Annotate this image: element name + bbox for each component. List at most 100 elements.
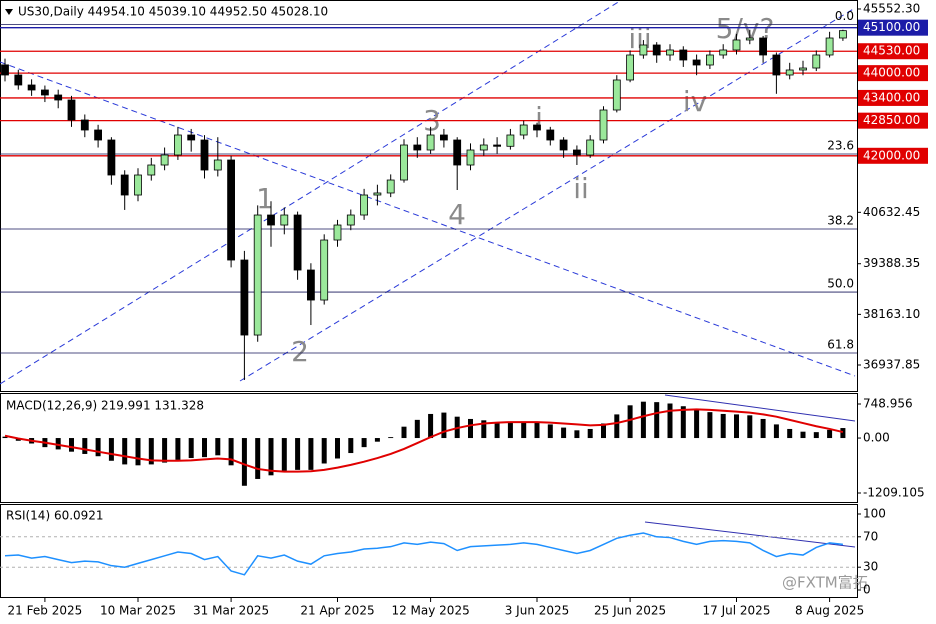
candle-body bbox=[187, 134, 196, 141]
macd-bar bbox=[800, 431, 806, 439]
candle-body bbox=[626, 54, 634, 81]
trendline bbox=[0, 0, 621, 385]
level-label: 44000.00 bbox=[863, 66, 920, 80]
x-tick-label: 25 Jun 2025 bbox=[594, 604, 666, 618]
macd-bar bbox=[720, 413, 726, 439]
wave-label: 4 bbox=[448, 198, 466, 231]
macd-bar bbox=[773, 424, 779, 439]
macd-bar bbox=[241, 438, 247, 486]
macd-bar bbox=[188, 438, 194, 459]
level-box bbox=[858, 65, 928, 82]
macd-bar bbox=[734, 414, 739, 439]
candle-body bbox=[227, 159, 236, 261]
rsi-label: RSI(14) 60.0921 bbox=[6, 509, 104, 523]
macd-bar bbox=[494, 422, 500, 439]
macd-bar bbox=[175, 438, 181, 460]
macd-bar bbox=[148, 438, 154, 465]
macd-bar bbox=[69, 438, 74, 452]
macd-bar bbox=[268, 438, 274, 476]
candle-body bbox=[413, 144, 422, 151]
macd-bar bbox=[95, 438, 101, 457]
candle-body bbox=[107, 139, 116, 176]
macd-bar bbox=[441, 412, 447, 439]
candle-body bbox=[506, 134, 515, 147]
macd-bar bbox=[468, 418, 473, 439]
wave-label: iv bbox=[683, 85, 707, 118]
macd-bar bbox=[654, 402, 660, 439]
x-tick-label: 21 Apr 2025 bbox=[300, 604, 374, 618]
candle-body bbox=[745, 37, 754, 41]
level-box bbox=[858, 43, 928, 60]
macd-bar bbox=[55, 438, 61, 450]
candle-body bbox=[27, 84, 36, 91]
level-label: 42000.00 bbox=[863, 148, 920, 162]
macd-bar bbox=[374, 438, 380, 442]
candle-body bbox=[453, 139, 462, 166]
macd-bar bbox=[162, 438, 168, 463]
y-tick-label: 40632.45 bbox=[863, 205, 920, 219]
macd-bar bbox=[760, 418, 766, 439]
candle-body bbox=[253, 214, 262, 336]
y-tick-label: 38163.10 bbox=[863, 307, 920, 321]
candle-body bbox=[799, 67, 807, 71]
fib-label: 23.6 bbox=[827, 139, 854, 153]
trendline bbox=[0, 61, 856, 377]
y-tick-label: 45552.30 bbox=[863, 1, 920, 15]
candle-body bbox=[679, 49, 688, 61]
x-tick-label: 8 Aug 2025 bbox=[795, 604, 864, 618]
macd-bar bbox=[414, 419, 420, 439]
level-box bbox=[858, 89, 928, 106]
y-tick-label: -1209.105 bbox=[863, 486, 925, 500]
signal-line bbox=[4, 408, 844, 473]
macd-bar bbox=[813, 432, 819, 439]
y-tick-label: 30 bbox=[863, 560, 878, 574]
candle-body bbox=[240, 259, 249, 336]
macd-bar bbox=[122, 438, 128, 465]
x-tick-label: 3 Jun 2025 bbox=[505, 604, 570, 618]
y-tick-label: 0 bbox=[863, 583, 871, 597]
wave-label: i bbox=[535, 101, 543, 134]
y-tick-label: 0.00 bbox=[863, 431, 890, 445]
candle-body bbox=[666, 49, 674, 56]
x-tick-label: 17 Jul 2025 bbox=[703, 604, 771, 618]
macd-bar bbox=[534, 422, 540, 439]
x-tick-label: 10 Mar 2025 bbox=[100, 604, 176, 618]
macd-bar bbox=[335, 438, 340, 459]
candle-body bbox=[160, 154, 169, 166]
macd-panel bbox=[0, 393, 858, 503]
macd-bar bbox=[255, 438, 261, 479]
candle-body bbox=[94, 129, 102, 141]
macd-bar bbox=[561, 427, 567, 439]
candle-body bbox=[200, 139, 209, 171]
macd-bar bbox=[2, 436, 8, 439]
macd-bar bbox=[694, 409, 700, 439]
macd-trendline bbox=[664, 394, 856, 422]
candle-body bbox=[173, 134, 182, 156]
candle-body bbox=[80, 119, 89, 131]
macd-bar bbox=[202, 438, 207, 458]
macd-bar bbox=[707, 412, 713, 439]
candle-body bbox=[67, 99, 76, 121]
candle-body bbox=[546, 129, 555, 141]
fib-label: 61.8 bbox=[827, 338, 854, 352]
candle-body bbox=[573, 149, 581, 156]
candle-body bbox=[652, 44, 661, 56]
macd-bar bbox=[228, 438, 234, 466]
y-tick-label: 748.956 bbox=[863, 397, 913, 411]
macd-bar bbox=[135, 438, 141, 466]
candle-body bbox=[599, 109, 608, 141]
macd-bar bbox=[281, 438, 287, 471]
y-tick-label: 36937.85 bbox=[863, 358, 920, 372]
macd-bar bbox=[108, 438, 114, 461]
candle-body bbox=[692, 59, 701, 66]
candle-body bbox=[134, 174, 142, 196]
candle-body bbox=[41, 89, 49, 96]
candle-body bbox=[586, 139, 595, 156]
candle-body bbox=[54, 94, 63, 101]
x-tick-label: 12 May 2025 bbox=[391, 604, 469, 618]
level-box bbox=[858, 112, 928, 129]
candle-body bbox=[719, 49, 728, 56]
y-tick-label: 100 bbox=[863, 507, 886, 521]
macd-bar bbox=[507, 422, 513, 439]
candle-body bbox=[120, 174, 129, 196]
